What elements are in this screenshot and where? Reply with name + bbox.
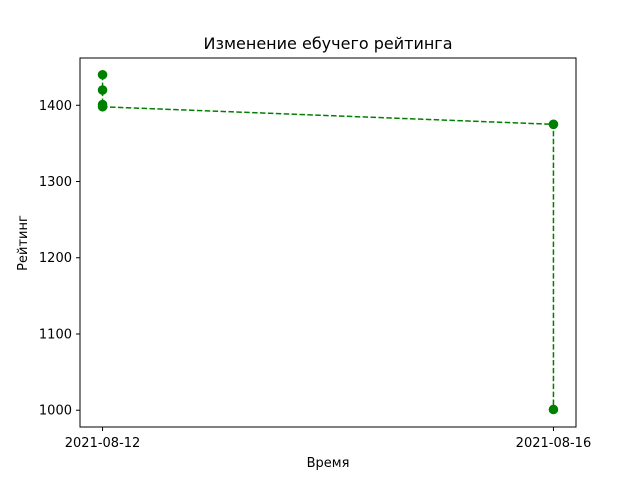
- data-point: [548, 119, 559, 130]
- axes-frame: [79, 57, 577, 428]
- plot-area: [97, 69, 559, 415]
- data-point: [97, 85, 108, 95]
- y-axis-label: Рейтинг: [16, 215, 31, 271]
- y-tick-label: 1400: [39, 99, 72, 114]
- x-tick-label: 2021-08-12: [65, 436, 141, 451]
- data-point: [97, 69, 108, 80]
- data-point: [548, 404, 559, 415]
- x-tick-label: 2021-08-16: [516, 436, 592, 451]
- axis-ticks: 2021-08-12 2021-08-16 1000 1100 1200 1300 1400: [39, 99, 591, 451]
- data-point: [97, 101, 108, 112]
- y-tick-label: 1300: [39, 175, 72, 190]
- y-tick-label: 1000: [39, 404, 72, 419]
- x-axis-label: Время: [307, 456, 350, 471]
- y-tick-label: 1200: [39, 251, 72, 266]
- chart-title: Изменение ебучего рейтинга: [203, 34, 452, 53]
- y-tick-label: 1100: [39, 327, 72, 342]
